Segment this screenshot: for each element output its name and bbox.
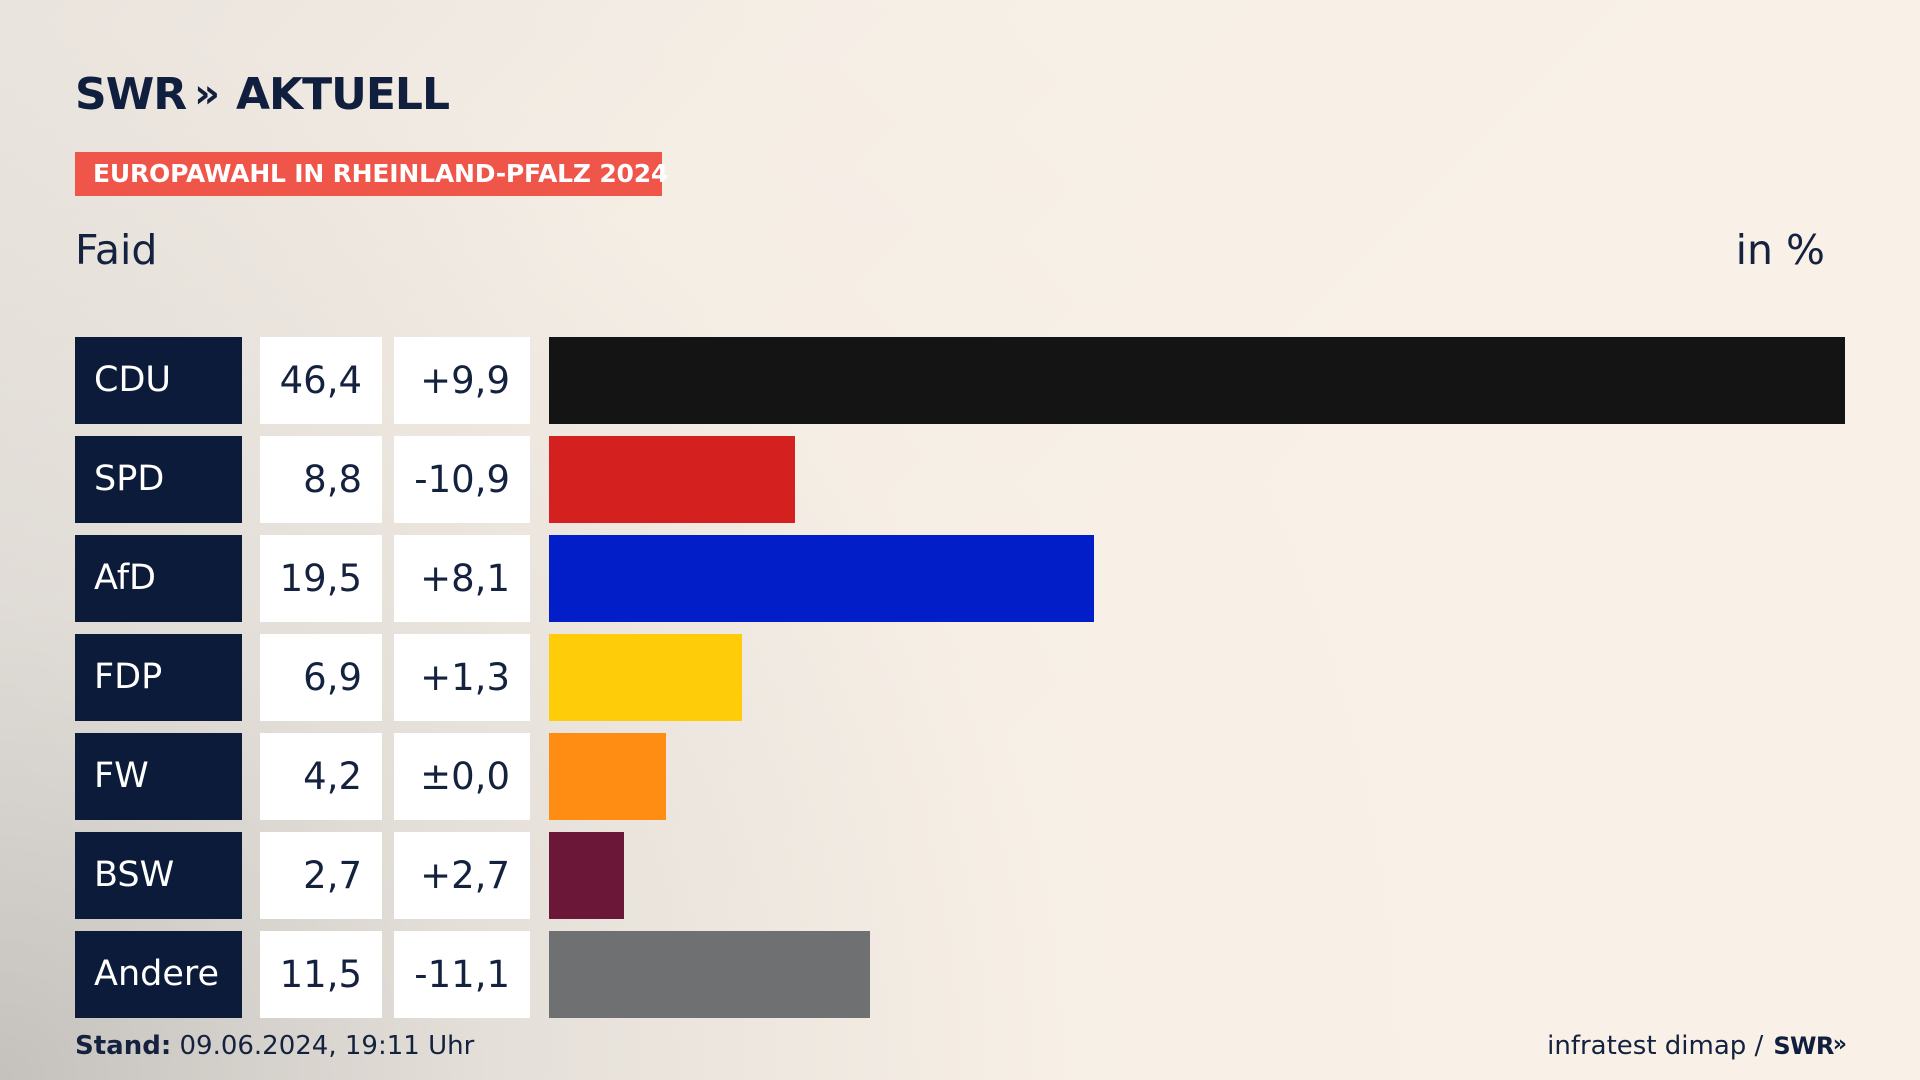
chevrons-icon: » (194, 71, 220, 117)
value-label: 46,4 (260, 337, 382, 424)
source-credit: infratest dimap / SWR » (1547, 1029, 1847, 1063)
source-text: infratest dimap / (1547, 1031, 1764, 1061)
value-label: 4,2 (260, 733, 382, 820)
bar-cdu (549, 337, 1845, 424)
party-label: FW (75, 733, 242, 820)
change-label: -11,1 (394, 931, 530, 1018)
mini-logo-brand: SWR (1773, 1032, 1834, 1060)
party-label: AfD (75, 535, 242, 622)
value-label: 19,5 (260, 535, 382, 622)
logo-text: AKTUELL (235, 69, 450, 120)
value-label: 6,9 (260, 634, 382, 721)
unit-label: in % (1735, 226, 1825, 274)
change-label: +9,9 (394, 337, 530, 424)
chevrons-icon: » (1832, 1032, 1847, 1057)
stand-label: Stand: (75, 1031, 172, 1061)
value-label: 8,8 (260, 436, 382, 523)
bar-spd (549, 436, 795, 523)
party-label: FDP (75, 634, 242, 721)
swr-mini-logo: SWR » (1773, 1029, 1847, 1063)
page-subtitle: Faid (75, 226, 158, 274)
change-label: +1,3 (394, 634, 530, 721)
logo-brand: SWR (75, 69, 187, 120)
party-label: SPD (75, 436, 242, 523)
stand-value: 09.06.2024, 19:11 Uhr (171, 1031, 475, 1061)
swr-aktuell-logo: SWR » AKTUELL (75, 69, 450, 120)
party-label: Andere (75, 931, 242, 1018)
bar-fdp (549, 634, 742, 721)
bar-andere (549, 931, 870, 1018)
timestamp: Stand: 09.06.2024, 19:11 Uhr (75, 1029, 474, 1063)
change-label: -10,9 (394, 436, 530, 523)
change-label: ±0,0 (394, 733, 530, 820)
change-label: +8,1 (394, 535, 530, 622)
party-label: BSW (75, 832, 242, 919)
bar-afd (549, 535, 1094, 622)
party-label: CDU (75, 337, 242, 424)
change-label: +2,7 (394, 832, 530, 919)
bar-fw (549, 733, 666, 820)
value-label: 2,7 (260, 832, 382, 919)
bar-bsw (549, 832, 624, 919)
value-label: 11,5 (260, 931, 382, 1018)
election-badge: EUROPAWAHL IN RHEINLAND-PFALZ 2024 (75, 152, 668, 196)
